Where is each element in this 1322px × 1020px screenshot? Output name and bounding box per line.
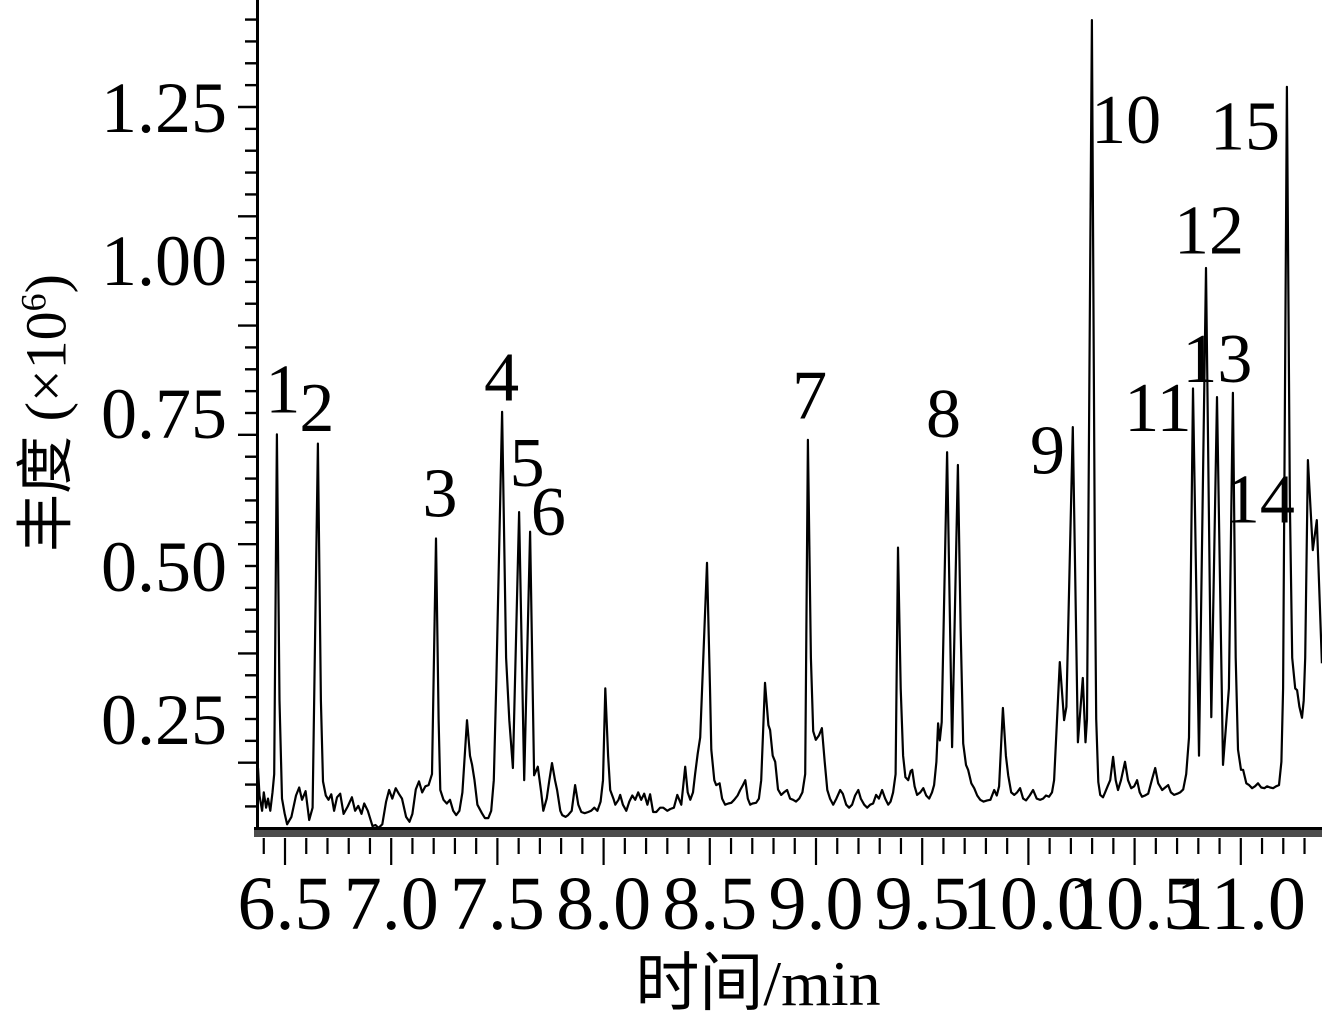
y-axis-line — [256, 0, 259, 837]
y-axis-tick-label: 1.25 — [101, 68, 227, 148]
peak-label-2: 2 — [299, 370, 334, 447]
peak-label-7: 7 — [792, 358, 827, 435]
peak-label-8: 8 — [926, 376, 961, 453]
x-axis-line — [254, 827, 1322, 830]
y-axis-tick-label: 0.75 — [101, 374, 227, 454]
peak-label-12: 12 — [1174, 192, 1244, 269]
x-axis-tick-label: 8.5 — [662, 862, 757, 946]
peak-label-6: 6 — [531, 474, 566, 551]
x-axis-band — [254, 830, 1322, 837]
peak-label-1: 1 — [265, 352, 300, 429]
x-axis-tick-label: 7.0 — [344, 862, 439, 946]
x-axis-tick-label: 9.5 — [875, 862, 970, 946]
x-axis-tick-label: 9.0 — [769, 862, 864, 946]
peak-label-4: 4 — [484, 339, 519, 416]
x-axis-title: 时间/min — [635, 948, 881, 1019]
x-axis-tick-label: 6.5 — [238, 862, 333, 946]
y-axis-title-exponent: 6 — [13, 293, 54, 312]
peak-label-9: 9 — [1030, 413, 1065, 490]
peak-label-10: 10 — [1091, 82, 1161, 159]
chromatogram-trace — [256, 19, 1322, 829]
peak-label-11: 11 — [1124, 370, 1191, 447]
x-axis-tick-label: 8.0 — [556, 862, 651, 946]
y-axis-title-text: 丰度 (×10 — [13, 311, 79, 552]
peak-label-14: 14 — [1225, 462, 1295, 539]
peak-label-3: 3 — [423, 456, 458, 533]
x-axis-tick-label: 7.5 — [450, 862, 545, 946]
y-axis-tick-label: 0.25 — [101, 680, 227, 760]
y-axis-title-suffix: ) — [13, 274, 79, 294]
peak-label-15: 15 — [1210, 88, 1280, 165]
x-axis-tick-label: 10.5 — [1068, 862, 1201, 946]
y-axis-title: 丰度 (×106) — [13, 274, 78, 552]
peak-label-13: 13 — [1182, 321, 1252, 398]
y-axis-tick-label: 1.00 — [101, 221, 227, 301]
x-axis-tick-label: 11.0 — [1176, 862, 1306, 946]
peak-label-5: 5 — [510, 425, 545, 502]
x-axis-tick-label: 10.0 — [962, 862, 1095, 946]
y-axis-tick-label: 0.50 — [101, 527, 227, 607]
